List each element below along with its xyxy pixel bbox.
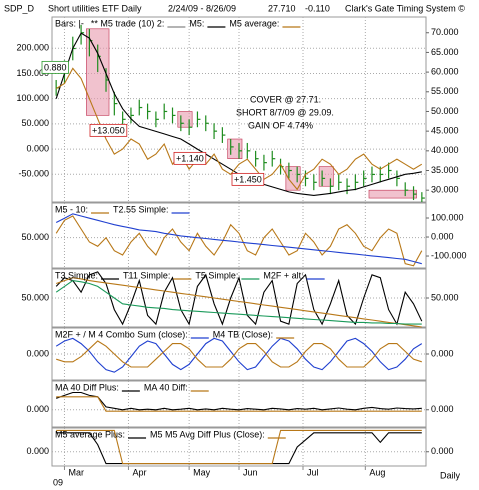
annotation: 0.880	[44, 62, 67, 72]
interval-label: Daily	[440, 470, 461, 480]
y2-tick-label: 40.000	[431, 145, 459, 155]
last-price: 27.710	[268, 3, 296, 13]
legend-label: ** M5 trade (10) 2:	[91, 18, 165, 28]
y2-tick-label: -100.000	[431, 250, 467, 260]
series-line	[55, 213, 422, 265]
y2-tick-label: 50.000	[431, 106, 459, 116]
legend-label: T2.55 Simple:	[113, 204, 169, 214]
annotation: +13.050	[92, 125, 125, 135]
y-tick-label: 50.000	[21, 292, 49, 302]
y2-tick-label: 70.000	[431, 27, 459, 37]
y2-tick-label: 0.000	[431, 231, 454, 241]
trade-box	[227, 138, 243, 160]
price-change: -0.110	[305, 3, 330, 13]
series-line	[56, 277, 422, 328]
x-tick-label: Apr	[132, 467, 146, 477]
legend-label: M5 - 10:	[55, 204, 88, 214]
series-line	[55, 280, 422, 325]
series-line	[55, 337, 423, 373]
y2-tick-label: 30.000	[431, 185, 459, 195]
description: Short utilities ETF Daily	[48, 3, 142, 13]
y-tick-label: 200.000	[16, 43, 49, 53]
legend-label: M4 TB (Close):	[213, 329, 273, 339]
y-tick-label: 150.000	[16, 68, 49, 78]
x-tick-label: May	[193, 467, 211, 477]
y-tick-label: -50.000	[18, 169, 49, 179]
y2-tick-label: 65.000	[431, 47, 459, 57]
series-line	[55, 271, 423, 326]
series-line	[55, 215, 423, 267]
y-tick-label: 0.000	[26, 404, 49, 414]
y-tick-label: 50.000	[21, 118, 49, 128]
legend-label: M5 average:	[229, 18, 279, 28]
y2-tick-label: 0.000	[431, 404, 454, 414]
legend-label: M5 average Plus:	[55, 429, 125, 439]
y2-tick-label: 0.000	[431, 446, 454, 456]
legend-label: M2F + alt:	[263, 270, 303, 280]
system-name: Clark's Gate Timing System ©	[345, 3, 465, 13]
y-tick-label: 0.000	[26, 143, 49, 153]
x-tick-label: Jun	[243, 467, 258, 477]
y2-tick-label: 50.000	[431, 292, 459, 302]
y-tick-label: 0.000	[26, 446, 49, 456]
y2-tick-label: 35.000	[431, 165, 459, 175]
annotation-box	[231, 172, 265, 186]
y2-tick-label: 60.000	[431, 66, 459, 76]
y2-tick-label: 45.000	[431, 126, 459, 136]
panel-frame	[51, 380, 427, 428]
annotation-box	[173, 151, 207, 165]
year-label: 09	[53, 477, 63, 487]
series-line	[55, 67, 423, 191]
y-tick-label: 0.000	[26, 348, 49, 358]
x-tick-label: Aug	[369, 467, 385, 477]
annotation: COVER @ 27.71.	[250, 94, 321, 104]
annotation-box	[41, 60, 69, 74]
series-line	[56, 391, 422, 411]
y2-tick-label: 0.000	[431, 348, 454, 358]
legend-label: M5:	[189, 18, 204, 28]
legend-label: T11 Simple:	[123, 270, 170, 280]
annotation: +1.450	[234, 174, 262, 184]
legend-label: M2F + / M 4 Combo Sum (close):	[55, 329, 188, 339]
x-tick-label: Jul	[307, 467, 319, 477]
y2-tick-label: 55.000	[431, 86, 459, 96]
trade-box	[177, 111, 193, 128]
legend-label: M5 M5 Avg Diff Plus (Close):	[150, 429, 265, 439]
series-line	[56, 429, 422, 465]
legend-label: Bars: |-	[55, 18, 84, 28]
annotation: SHORT 8/7/09 @ 29.09.	[236, 107, 334, 117]
legend-label: T5 Simple:	[195, 270, 238, 280]
x-tick-label: Mar	[68, 467, 84, 477]
y2-tick-label: 100.000	[431, 212, 464, 222]
annotation: GAIN OF 4.74%	[248, 120, 313, 130]
annotation: +1.140	[176, 153, 204, 163]
annotation-box	[89, 123, 128, 137]
y-tick-label: 100.000	[16, 93, 49, 103]
symbol: SDP_D	[4, 3, 35, 13]
trade-box	[318, 166, 334, 187]
trade-box	[368, 189, 417, 199]
y-tick-label: 50.000	[21, 232, 49, 242]
date-range: 2/24/09 - 8/26/09	[168, 3, 236, 13]
series-line	[56, 340, 422, 368]
series-line	[56, 396, 422, 412]
legend-label: T3 Simple:	[55, 270, 98, 280]
legend-label: MA 40 Diff:	[144, 382, 188, 392]
legend-label: MA 40 Diff Plus:	[55, 382, 119, 392]
